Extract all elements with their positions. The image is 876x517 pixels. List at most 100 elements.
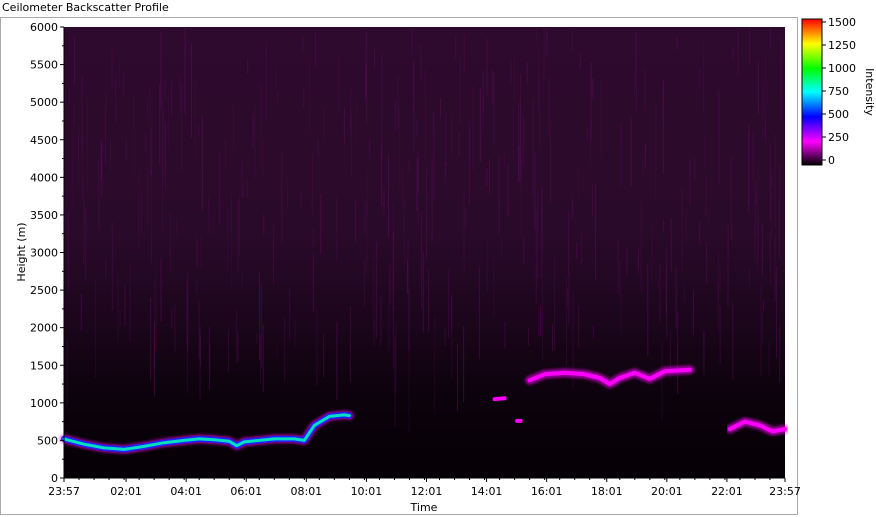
noise-streak [187, 273, 189, 352]
noise-streak [693, 290, 695, 335]
noise-streak [663, 219, 665, 232]
noise-streak [694, 158, 696, 179]
noise-streak [275, 66, 277, 88]
noise-streak [312, 252, 314, 313]
y-tick-label: 5500 [30, 59, 58, 72]
colorbar-tick-label: 250 [828, 131, 849, 144]
noise-streak [224, 139, 226, 167]
noise-streak [149, 87, 151, 127]
noise-streak [198, 124, 200, 137]
y-tick-label: 3500 [30, 209, 58, 222]
noise-streak [381, 51, 383, 149]
noise-streak [164, 79, 166, 100]
noise-streak [98, 158, 100, 231]
noise-streak [323, 107, 325, 140]
colorbar-tick-label: 0 [828, 154, 835, 167]
noise-streak [284, 317, 286, 382]
noise-streak [580, 231, 582, 266]
noise-streak [571, 31, 573, 54]
noise-streak [392, 306, 394, 370]
x-tick-label: 23:57 [48, 485, 80, 498]
noise-streak [633, 70, 635, 96]
noise-streak [81, 76, 83, 151]
noise-streak [196, 278, 198, 294]
noise-streak [491, 70, 493, 104]
noise-streak [141, 185, 143, 234]
noise-streak [439, 98, 441, 118]
noise-streak [719, 268, 721, 291]
noise-streak [403, 198, 405, 270]
noise-streak [717, 283, 719, 300]
noise-streak [769, 144, 771, 220]
noise-streak [417, 151, 419, 194]
noise-streak [642, 158, 644, 177]
noise-streak [681, 188, 683, 271]
y-tick-label: 4000 [30, 171, 58, 184]
noise-streak [118, 62, 120, 89]
noise-streak [548, 77, 550, 138]
noise-streak [417, 206, 419, 227]
noise-streak [413, 107, 415, 154]
noise-streak [365, 30, 367, 94]
noise-streak [755, 191, 757, 205]
noise-streak [125, 137, 127, 162]
backscatter-layers [59, 365, 790, 454]
noise-streak [174, 303, 176, 353]
noise-streak [383, 189, 385, 207]
noise-streak [647, 263, 649, 357]
layer-core [727, 419, 787, 434]
noise-streak [519, 101, 521, 183]
noise-streak [778, 163, 780, 260]
noise-streak [312, 228, 314, 247]
noise-streak [314, 32, 316, 67]
noise-streak [247, 58, 249, 74]
noise-streak [527, 327, 529, 346]
noise-streak [395, 324, 397, 394]
noise-streak [309, 60, 311, 133]
noise-streak [165, 122, 167, 190]
noise-streak [186, 281, 188, 344]
noise-streak [589, 125, 591, 167]
noise-streak [463, 191, 465, 271]
plot-background [64, 27, 785, 478]
noise-streak [242, 181, 244, 198]
noise-streak [479, 88, 481, 163]
noise-streak [117, 273, 119, 343]
noise-streak [659, 264, 661, 323]
noise-streak [769, 232, 771, 286]
noise-streak [510, 58, 512, 77]
noise-streak [503, 149, 505, 168]
noise-streak [196, 237, 198, 269]
noise-streak [209, 326, 211, 390]
noise-streak [237, 200, 239, 272]
noise-streak [160, 31, 162, 109]
noise-streak [162, 149, 164, 232]
noise-streak [349, 306, 351, 383]
noise-streak [445, 112, 447, 167]
noise-streak [399, 107, 401, 188]
noise-streak [150, 126, 152, 176]
noise-streak [380, 147, 382, 207]
noise-streak [95, 278, 97, 379]
noise-streak [662, 79, 664, 175]
noise-streak [256, 333, 258, 344]
noise-streak [644, 143, 646, 169]
noise-streak [194, 81, 196, 162]
noise-streak [463, 34, 465, 74]
noise-streak [433, 111, 435, 201]
noise-streak [465, 208, 467, 230]
noise-streak [159, 84, 161, 166]
noise-streak [105, 258, 107, 279]
noise-streak [737, 27, 739, 76]
noise-streak [388, 154, 390, 239]
backscatter-layer [59, 410, 354, 454]
noise-streak [236, 309, 238, 363]
noise-streak [199, 325, 201, 400]
noise-streak [566, 277, 568, 366]
noise-streak [416, 120, 418, 137]
noise-streak [455, 34, 457, 59]
noise-streak [522, 115, 524, 166]
noise-texture [64, 27, 782, 433]
noise-streak [86, 98, 88, 191]
noise-streak [416, 158, 418, 211]
